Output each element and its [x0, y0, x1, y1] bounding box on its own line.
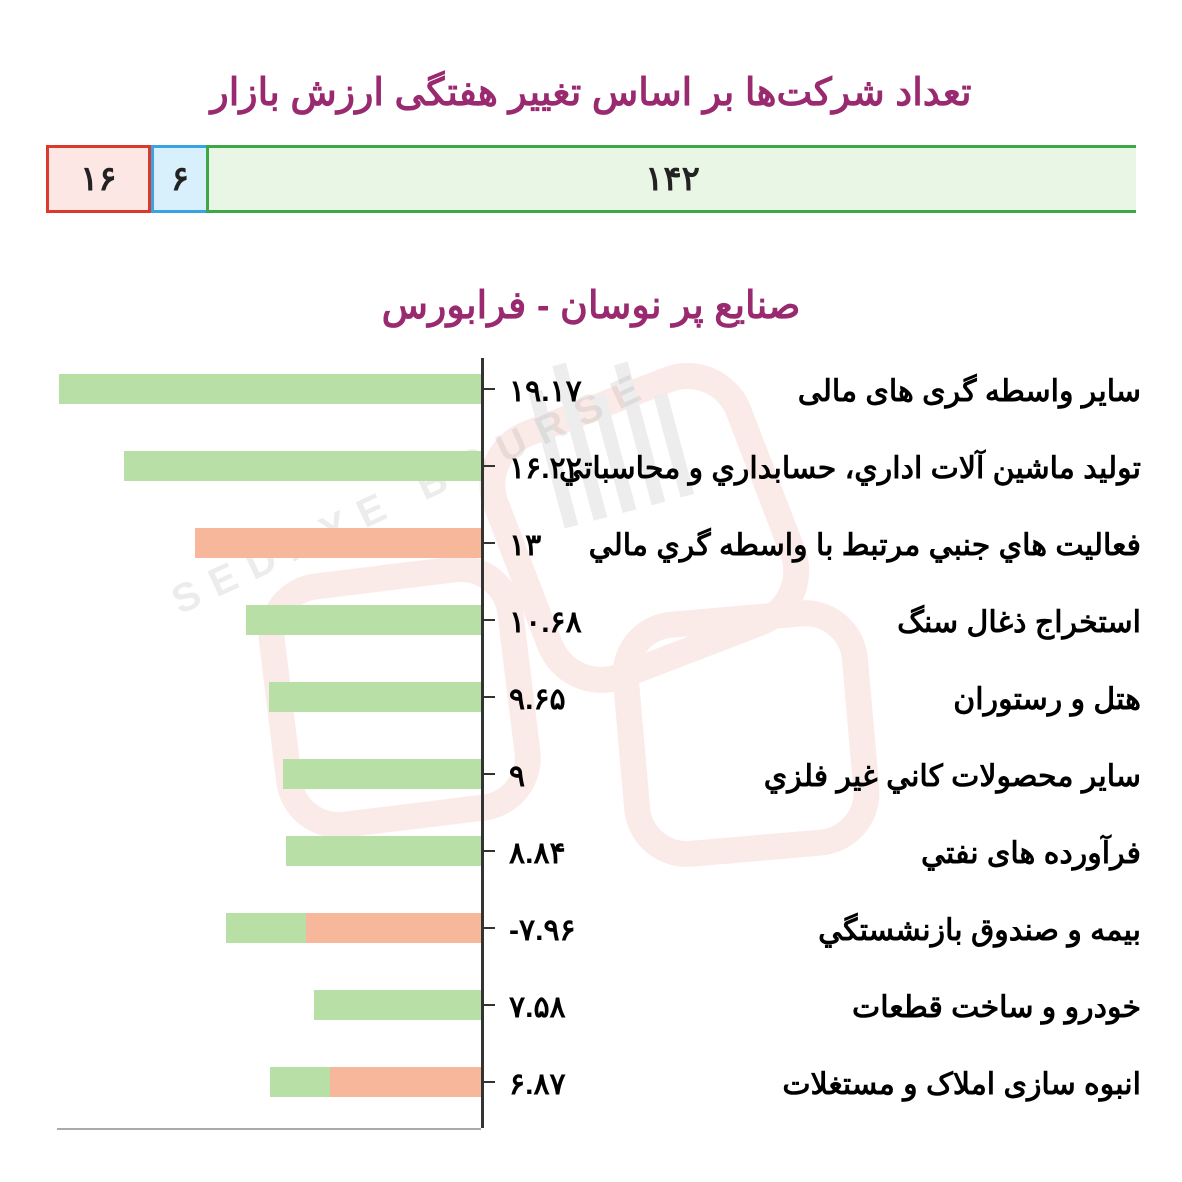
horizontal-bar-chart: ۱۹.۱۷ سایر واسطه گری های مالی ۱۶.۲۲تولید م… — [41, 358, 1141, 1148]
axis-tick — [481, 696, 495, 698]
bar-overlay — [270, 1067, 330, 1097]
bar-label: انبوه سازی املاک و مستغلات — [782, 1067, 1141, 1102]
bar — [59, 374, 481, 404]
bar-overlay — [226, 913, 306, 943]
axis-tick — [481, 619, 495, 621]
chart-title-bottom: صنایع پر نوسان - فرابورس — [40, 283, 1142, 328]
axis-tick — [481, 850, 495, 852]
bar-value: ۸.۸۴ — [509, 836, 566, 871]
bar-value: ۷.۵۸ — [509, 990, 566, 1025]
chart-title-top: تعداد شرکت‌ها بر اساس تغییر هفتگی ارزش ب… — [40, 70, 1142, 115]
chart-row: ۷.۵۸ خودرو و ساخت قطعات — [41, 974, 1141, 1051]
bar-label: فرآورده های نفتي — [921, 836, 1141, 871]
stacked-bar-segment: ۱۴۲ — [206, 145, 1136, 213]
axis-tick — [481, 1004, 495, 1006]
chart-row: ۷.۹۶- بیمه و صندوق بازنشستگي — [41, 897, 1141, 974]
bar — [330, 1067, 481, 1097]
bar-label: سایر واسطه گری های مالی — [798, 374, 1141, 409]
bar-value: ۷.۹۶- — [509, 913, 576, 948]
chart-row: ۱۶.۲۲تولید ماشین آلات اداري، حسابداري و … — [41, 435, 1141, 512]
bar — [286, 836, 481, 866]
bar-value: ۶.۸۷ — [509, 1067, 566, 1102]
axis-tick — [481, 465, 495, 467]
chart-row: ۸.۸۴ فرآورده های نفتي — [41, 820, 1141, 897]
bar — [269, 682, 481, 712]
bar-label: هتل و رستوران — [953, 682, 1141, 717]
axis-tick — [481, 542, 495, 544]
bar-label: خودرو و ساخت قطعات — [852, 990, 1141, 1025]
bar-label: استخراج ذغال سنگ — [897, 605, 1141, 640]
chart-row: ۱۳ فعالیت هاي جنبي مرتبط با واسطه گري مال… — [41, 512, 1141, 589]
baseline — [57, 1128, 481, 1130]
bar-label: سایر محصولات کاني غیر فلزي — [764, 759, 1141, 794]
bar — [306, 913, 481, 943]
chart-row: ۱۹.۱۷ سایر واسطه گری های مالی — [41, 358, 1141, 435]
bar-value: ۹ — [509, 759, 525, 794]
bar-value: ۱۰.۶۸ — [509, 605, 582, 640]
bar-value: ۹.۶۵ — [509, 682, 566, 717]
bar-label: بیمه و صندوق بازنشستگي — [818, 913, 1141, 948]
bar — [314, 990, 481, 1020]
axis-tick — [481, 773, 495, 775]
stacked-bar-segment: ۱۶ — [46, 145, 151, 213]
bar-value: ۱۹.۱۷ — [509, 374, 582, 409]
chart-row: ۱۰.۶۸ استخراج ذغال سنگ — [41, 589, 1141, 666]
bar — [124, 451, 481, 481]
stacked-bar-segment: ۶ — [151, 145, 206, 213]
chart-row: ۶.۸۷ انبوه سازی املاک و مستغلات — [41, 1051, 1141, 1128]
bar-value: ۱۳ — [509, 528, 541, 563]
chart-row: ۹.۶۵ هتل و رستوران — [41, 666, 1141, 743]
bar — [283, 759, 481, 789]
bar — [246, 605, 481, 635]
axis-tick — [481, 927, 495, 929]
bar-label: تولید ماشین آلات اداري، حسابداري و محاسب… — [559, 451, 1141, 486]
axis-tick — [481, 388, 495, 390]
axis-tick — [481, 1081, 495, 1083]
chart-row: ۹ سایر محصولات کاني غیر فلزي — [41, 743, 1141, 820]
bar-label: فعالیت هاي جنبي مرتبط با واسطه گري مالي — [589, 528, 1141, 563]
bar — [195, 528, 481, 558]
stacked-bar: ۱۶۶۱۴۲ — [46, 145, 1136, 213]
